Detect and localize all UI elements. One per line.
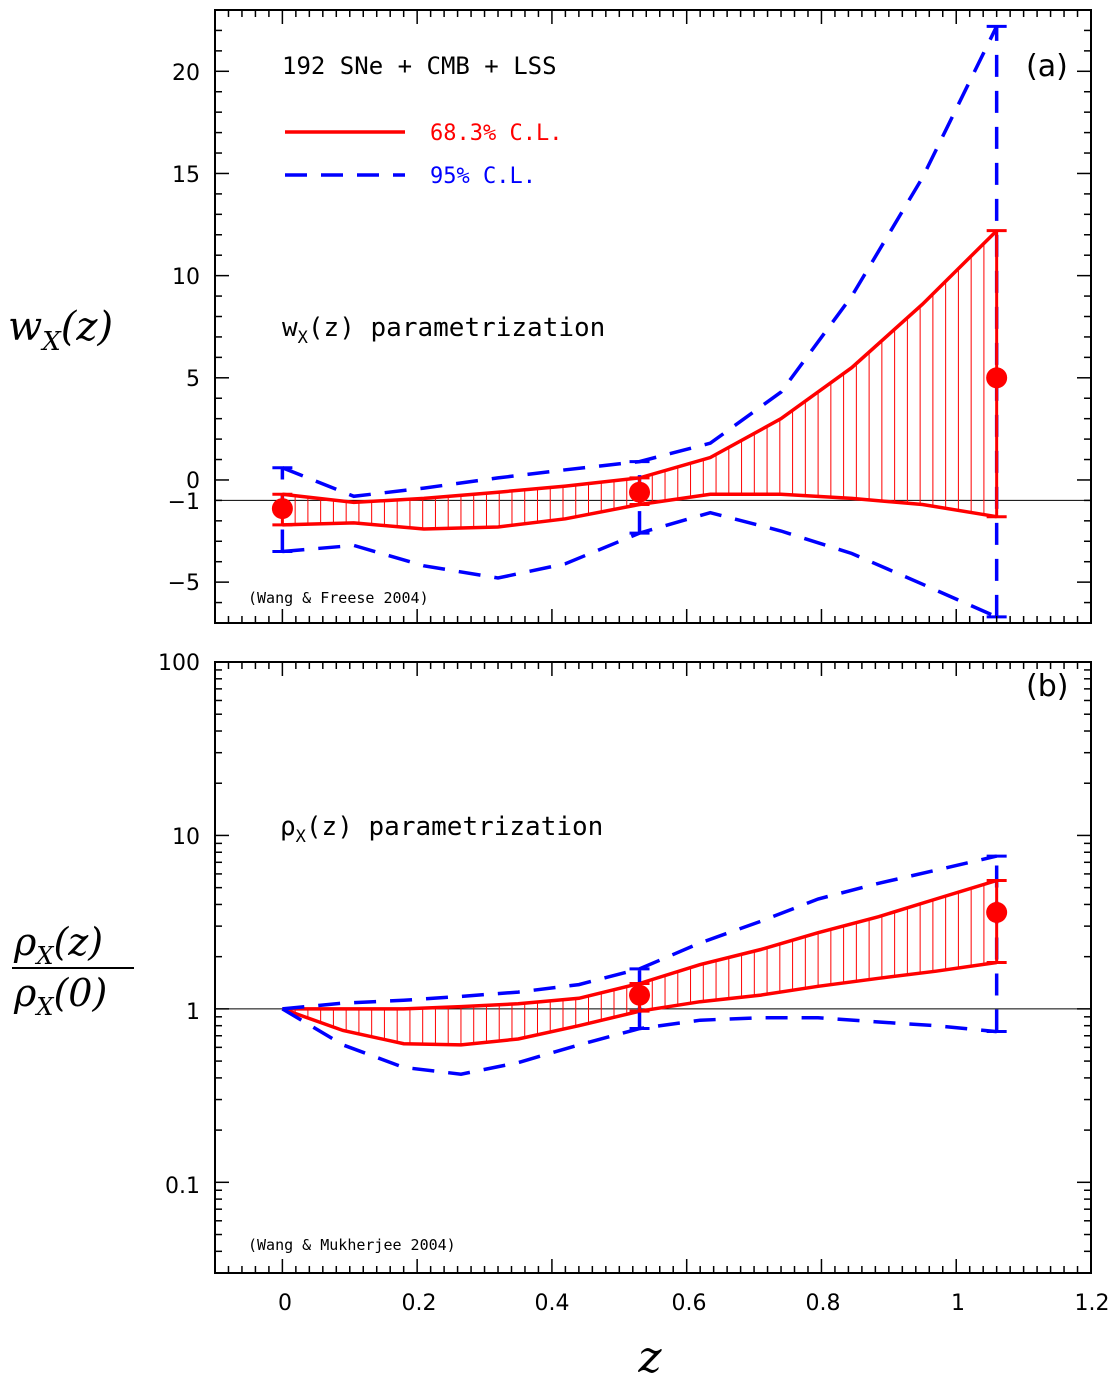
xtick-0.4: 0.4 xyxy=(535,1291,570,1316)
panel-a-plot-content xyxy=(215,24,1091,619)
panel-a-title-line: 192 SNe + CMB + LSS xyxy=(282,52,557,80)
a-ytick-15: 15 xyxy=(172,163,200,188)
data-point-marker xyxy=(629,481,651,503)
data-point-1 xyxy=(986,854,1008,1034)
panel-a: 20 15 10 5 0 −1 −5 wX(z) 192 SNe + CMB +… xyxy=(8,9,1092,624)
xtick-1.2: 1.2 xyxy=(1075,1291,1110,1316)
panel-a-annotation: wX(z) parametrization xyxy=(282,313,605,348)
panel-b-ylabel-denominator: ρX(0) xyxy=(13,971,107,1021)
data-point-2 xyxy=(986,24,1008,619)
xtick-0.2: 0.2 xyxy=(402,1291,437,1316)
data-point-0 xyxy=(271,466,293,553)
panel-b-ylabel-numerator: ρX(z) xyxy=(13,920,103,970)
data-point-marker xyxy=(986,367,1008,389)
panel-b-annotation: ρX(z) parametrization xyxy=(280,812,603,847)
legend-label-68: 68.3% C.L. xyxy=(430,121,562,146)
xtick-0: 0 xyxy=(278,1291,292,1316)
a-ytick-minus5: −5 xyxy=(168,571,200,596)
panel-b: 100 10 1 0.1 0 0.2 0.4 0.6 0.8 1 1.2 ρX(… xyxy=(12,651,1110,1316)
confidence-hatching xyxy=(294,884,985,1045)
a-ytick-10: 10 xyxy=(172,265,200,290)
xtick-0.6: 0.6 xyxy=(672,1291,707,1316)
b-ytick-1: 1 xyxy=(186,1000,200,1025)
a-ytick-5: 5 xyxy=(186,367,200,392)
xtick-1: 1 xyxy=(951,1291,965,1316)
panel-a-ylabel: wX(z) xyxy=(8,304,113,357)
data-point-1 xyxy=(629,460,651,535)
a-ytick-minus1: −1 xyxy=(168,490,200,515)
panel-b-axis-ticks xyxy=(214,661,1092,1274)
panel-a-legend: 68.3% C.L. 95% C.L. xyxy=(285,121,562,189)
xtick-0.8: 0.8 xyxy=(806,1291,841,1316)
panel-a-label: (a) xyxy=(1026,49,1068,84)
b-ytick-100: 100 xyxy=(158,651,200,676)
data-point-marker xyxy=(986,901,1008,923)
a-ytick-0: 0 xyxy=(186,469,200,494)
series-upper-95 xyxy=(281,25,999,499)
confidence-hatching xyxy=(294,243,985,529)
panel-b-ylabel: ρX(z) ρX(0) xyxy=(12,920,134,1021)
data-point-marker xyxy=(629,984,651,1006)
panel-b-plot-content xyxy=(215,854,1091,1076)
data-point-marker xyxy=(271,498,293,520)
panel-b-citation: (Wang & Mukherjee 2004) xyxy=(248,1236,456,1254)
b-ytick-0.1: 0.1 xyxy=(165,1174,200,1199)
a-ytick-20: 20 xyxy=(172,61,200,86)
panel-a-citation: (Wang & Freese 2004) xyxy=(248,589,429,607)
data-point-0 xyxy=(629,967,651,1031)
panel-b-label: (b) xyxy=(1026,669,1068,704)
legend-label-95: 95% C.L. xyxy=(430,164,536,189)
x-axis-label: z xyxy=(637,1332,662,1381)
b-ytick-10: 10 xyxy=(172,825,200,850)
panel-b-frame xyxy=(214,661,1092,1274)
panel-a-axis-ticks xyxy=(214,9,1092,624)
